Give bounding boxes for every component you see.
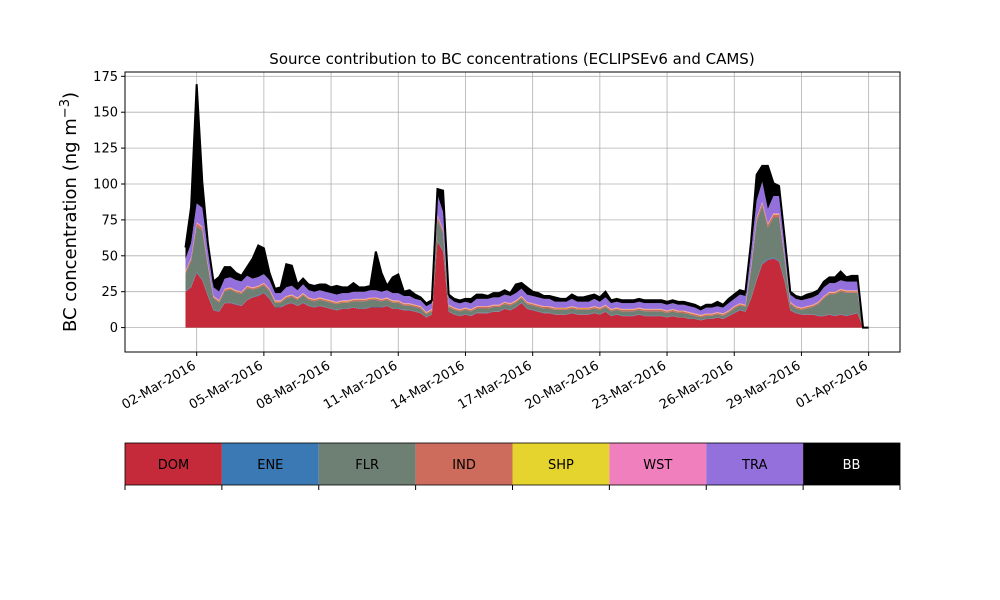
legend-label-bb: BB	[843, 458, 861, 473]
x-tick-label: 02-Mar-2016	[120, 358, 199, 412]
legend-label-shp: SHP	[548, 458, 574, 473]
y-tick-label: 100	[93, 178, 118, 193]
stacked-areas	[185, 84, 869, 328]
legend-swatch-ind	[415, 443, 513, 485]
y-tick-label: 175	[93, 70, 118, 85]
x-tick-label: 20-Mar-2016	[523, 358, 602, 412]
area-shp	[185, 202, 869, 328]
legend-swatch-flr	[318, 443, 416, 485]
legend-label-ind: IND	[452, 458, 476, 473]
x-tick-label: 14-Mar-2016	[388, 358, 467, 412]
total-concentration-line	[184, 84, 869, 329]
x-tick-label: 23-Mar-2016	[590, 358, 669, 412]
x-tick-label: 08-Mar-2016	[254, 358, 333, 412]
legend-label-ene: ENE	[257, 458, 283, 473]
y-tick-label: 50	[101, 249, 118, 264]
y-axis-label-main: BC concentration (ng m	[60, 118, 81, 332]
y-tick-label: 150	[93, 106, 118, 121]
x-tick-label: 17-Mar-2016	[456, 358, 535, 412]
legend-swatch-wst	[609, 443, 707, 485]
legend-swatch-dom	[125, 443, 222, 485]
chart-title: Source contribution to BC concentrations…	[269, 50, 754, 68]
y-tick-label: 75	[101, 213, 118, 228]
y-tick-label: 125	[93, 142, 118, 157]
legend-swatch-shp	[512, 443, 610, 485]
y-axis-label-close: )	[60, 92, 81, 99]
y-tick-label: 0	[110, 321, 118, 336]
x-tick-label: 05-Mar-2016	[187, 358, 266, 412]
y-tick-label: 25	[101, 285, 118, 300]
legend-label-dom: DOM	[158, 458, 189, 473]
legend-swatch-tra	[706, 443, 804, 485]
x-tick-label: 01-Apr-2016	[794, 358, 871, 411]
y-axis-label: BC concentration (ng m−3)	[58, 92, 82, 332]
legend-swatch-bb	[803, 443, 900, 485]
legend-colorbar: DOM ENE FLR IND SHP WST TRA BB	[124, 442, 901, 490]
area-dom	[185, 241, 869, 328]
legend-label-tra: TRA	[741, 458, 767, 473]
legend-swatch-ene	[221, 443, 319, 485]
legend-label-flr: FLR	[355, 458, 379, 473]
area-tra	[185, 181, 869, 328]
x-axis: 02-Mar-201605-Mar-201608-Mar-201611-Mar-…	[120, 352, 871, 413]
legend-label-wst: WST	[643, 458, 672, 473]
y-axis-label-superscript: −3	[58, 99, 73, 118]
y-axis: 0 25 50 75 100 125 150 175	[93, 70, 125, 336]
x-tick-label: 11-Mar-2016	[321, 358, 400, 412]
x-tick-label: 26-Mar-2016	[657, 358, 736, 412]
x-tick-label: 29-Mar-2016	[724, 358, 803, 412]
plot-frame	[124, 71, 901, 353]
